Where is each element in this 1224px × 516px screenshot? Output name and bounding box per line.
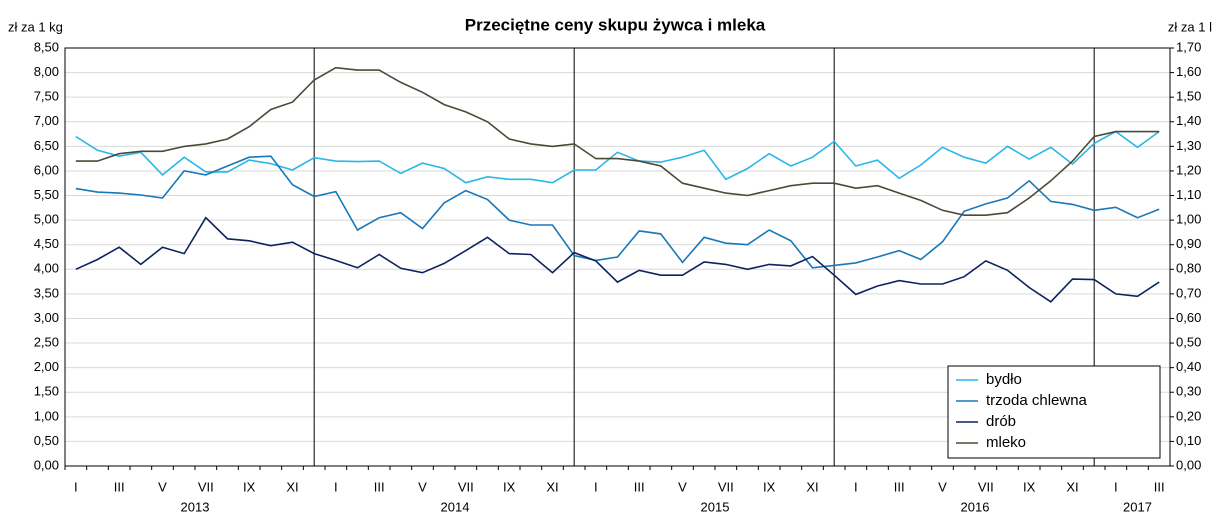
y2-tick-label: 1,60 <box>1176 64 1201 79</box>
y2-tick-label: 0,20 <box>1176 408 1201 423</box>
x-tick-label: VII <box>458 479 474 494</box>
x-tick-label: V <box>938 479 947 494</box>
y2-tick-label: 1,10 <box>1176 187 1201 202</box>
x-tick-label: VII <box>978 479 994 494</box>
x-tick-label: III <box>114 479 125 494</box>
x-tick-label: XI <box>546 479 558 494</box>
x-tick-label: IX <box>243 479 256 494</box>
year-label: 2014 <box>441 499 470 514</box>
x-tick-label: VII <box>718 479 734 494</box>
y-tick-label: 2,50 <box>34 334 59 349</box>
y-tick-label: 4,50 <box>34 236 59 251</box>
y-tick-label: 3,50 <box>34 285 59 300</box>
year-label: 2017 <box>1123 499 1152 514</box>
y2-tick-label: 1,40 <box>1176 113 1201 128</box>
y2-tick-label: 0,00 <box>1176 457 1201 472</box>
legend-label: mleko <box>986 434 1026 451</box>
legend-box <box>947 365 1161 459</box>
y-tick-label: 8,50 <box>34 39 59 54</box>
y-axis-label: zł za 1 kg <box>8 19 63 34</box>
year-label: 2016 <box>961 499 990 514</box>
series-line <box>75 155 1160 269</box>
y2-tick-label: 1,50 <box>1176 89 1201 104</box>
legend-label: drób <box>986 413 1016 430</box>
x-tick-label: XI <box>806 479 818 494</box>
x-tick-label: IX <box>763 479 776 494</box>
x-tick-label: V <box>678 479 687 494</box>
y2-tick-label: 1,20 <box>1176 162 1201 177</box>
x-tick-label: XI <box>1066 479 1078 494</box>
y-tick-label: 7,00 <box>34 113 59 128</box>
y2-tick-label: 0,40 <box>1176 359 1201 374</box>
series-line <box>75 130 1160 184</box>
y2-tick-label: 1,70 <box>1176 39 1201 54</box>
y2-tick-label: 0,70 <box>1176 285 1201 300</box>
y2-tick-label: 0,90 <box>1176 236 1201 251</box>
series-line <box>75 66 1160 216</box>
x-tick-label: III <box>634 479 645 494</box>
plot-border <box>64 47 1171 467</box>
x-tick-label: III <box>1154 479 1165 494</box>
x-tick-label: I <box>1114 479 1118 494</box>
y-tick-label: 3,00 <box>34 310 59 325</box>
y-tick-label: 4,00 <box>34 261 59 276</box>
x-tick-label: VII <box>198 479 214 494</box>
x-tick-label: III <box>374 479 385 494</box>
y2-tick-label: 1,00 <box>1176 212 1201 227</box>
y-tick-label: 6,00 <box>34 162 59 177</box>
x-tick-label: IX <box>503 479 516 494</box>
y2-tick-label: 0,50 <box>1176 334 1201 349</box>
x-tick-label: XI <box>286 479 298 494</box>
x-tick-label: I <box>74 479 78 494</box>
y-tick-label: 0,00 <box>34 457 59 472</box>
series-line <box>75 216 1160 303</box>
y2-tick-label: 0,80 <box>1176 261 1201 276</box>
y-tick-label: 0,50 <box>34 433 59 448</box>
x-tick-label: V <box>418 479 427 494</box>
x-tick-label: V <box>158 479 167 494</box>
x-tick-label: I <box>334 479 338 494</box>
x-tick-label: III <box>894 479 905 494</box>
chart-title: Przeciętne ceny skupu żywca i mleka <box>465 15 766 34</box>
y2-tick-label: 0,10 <box>1176 433 1201 448</box>
x-tick-label: I <box>854 479 858 494</box>
legend-label: trzoda chlewna <box>986 392 1088 409</box>
y-tick-label: 1,00 <box>34 408 59 423</box>
y-tick-label: 8,00 <box>34 64 59 79</box>
y-tick-label: 7,50 <box>34 89 59 104</box>
y2-tick-label: 1,30 <box>1176 138 1201 153</box>
x-tick-label: I <box>594 479 598 494</box>
y-tick-label: 5,50 <box>34 187 59 202</box>
x-tick-label: IX <box>1023 479 1036 494</box>
y-tick-label: 5,00 <box>34 212 59 227</box>
y-tick-label: 6,50 <box>34 138 59 153</box>
year-label: 2013 <box>181 499 210 514</box>
y2-tick-label: 0,30 <box>1176 384 1201 399</box>
y2-axis-label: zł za 1 l <box>1168 19 1212 34</box>
y-tick-label: 1,50 <box>34 384 59 399</box>
y2-tick-label: 0,60 <box>1176 310 1201 325</box>
legend-label: bydło <box>986 371 1022 388</box>
y-tick-label: 2,00 <box>34 359 59 374</box>
year-label: 2015 <box>701 499 730 514</box>
